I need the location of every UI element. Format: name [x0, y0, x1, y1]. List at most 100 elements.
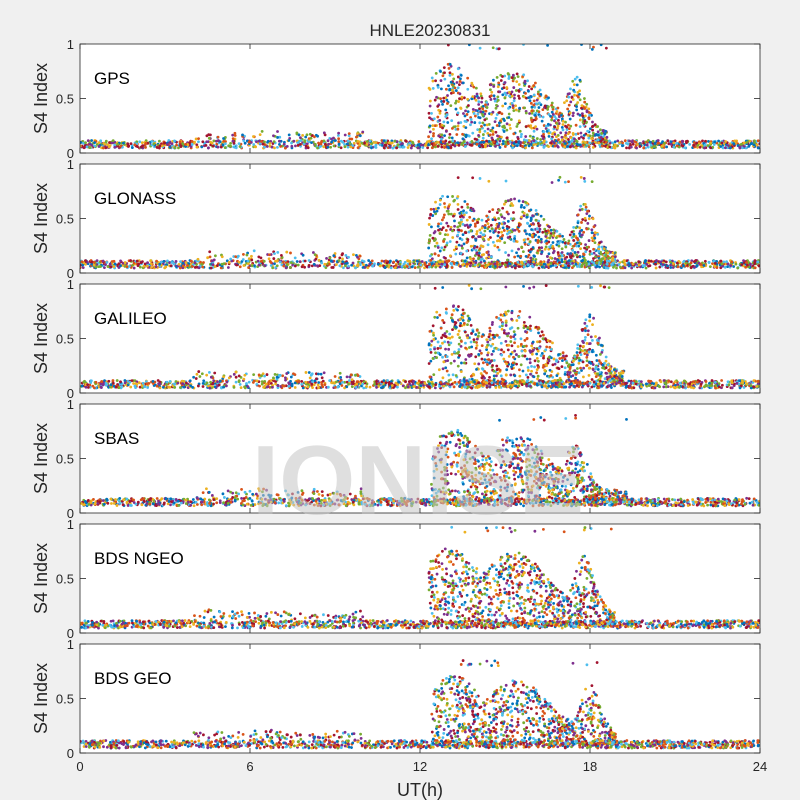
data-point [546, 255, 549, 258]
data-point [577, 137, 581, 140]
data-point [497, 222, 501, 225]
data-point [534, 125, 537, 129]
data-point [326, 139, 330, 143]
data-point [719, 266, 723, 270]
data-point [510, 102, 514, 105]
data-point [488, 265, 492, 268]
data-point [529, 208, 533, 212]
data-point [530, 105, 534, 109]
data-point [434, 79, 437, 83]
data-point [719, 145, 723, 148]
data-point [320, 376, 324, 380]
data-point [276, 145, 279, 149]
data-point [146, 264, 149, 268]
data-point [477, 254, 481, 257]
data-point [277, 139, 281, 143]
data-point [449, 145, 453, 149]
data-point [459, 77, 462, 81]
data-point [158, 146, 161, 150]
data-point [269, 139, 273, 143]
data-point [570, 139, 574, 142]
data-point [558, 115, 561, 119]
data-point [428, 262, 431, 266]
data-point [419, 263, 423, 267]
data-point [345, 261, 349, 265]
data-point [455, 261, 459, 265]
data-point [276, 130, 279, 133]
data-point [608, 145, 612, 149]
data-point [216, 135, 220, 139]
data-point [717, 382, 721, 386]
data-point [645, 143, 649, 147]
data-point [549, 234, 553, 238]
data-point [572, 232, 576, 236]
data-point [168, 145, 172, 149]
data-point [479, 110, 483, 114]
data-point [284, 378, 287, 382]
data-point [437, 134, 441, 138]
data-point [558, 261, 561, 264]
data-point [394, 381, 398, 385]
data-point [158, 262, 162, 266]
data-point [405, 265, 409, 268]
data-point [309, 136, 313, 140]
data-point [513, 96, 516, 100]
data-point [412, 260, 416, 264]
data-point [656, 141, 660, 145]
data-point [493, 120, 497, 124]
data-point [748, 139, 752, 143]
data-point [446, 44, 450, 47]
data-point [590, 228, 594, 232]
data-point [491, 218, 495, 222]
data-point [511, 204, 515, 207]
data-point [588, 249, 592, 253]
data-point [451, 72, 454, 76]
panel-label: GLONASS [94, 189, 176, 208]
data-point [301, 386, 305, 390]
data-point [371, 264, 374, 268]
data-point [223, 142, 227, 146]
data-point [188, 265, 191, 269]
data-point [446, 62, 450, 66]
data-point [532, 142, 536, 146]
data-point [164, 265, 168, 269]
data-point [184, 261, 188, 264]
data-point [338, 264, 342, 268]
data-point [129, 385, 133, 389]
data-point [401, 145, 405, 149]
data-point [526, 79, 529, 83]
panel-label: GPS [94, 69, 130, 88]
data-point [522, 44, 525, 46]
data-point [513, 197, 516, 201]
data-point [592, 261, 596, 265]
data-point [536, 222, 540, 225]
data-point [160, 260, 163, 264]
chart-title: HNLE20230831 [370, 21, 491, 40]
data-point [233, 131, 237, 135]
data-point [546, 44, 549, 47]
data-point [457, 144, 461, 147]
data-point [430, 146, 434, 150]
data-point [451, 195, 454, 198]
data-point [445, 263, 449, 267]
data-point [325, 256, 328, 260]
data-point [580, 135, 583, 139]
data-point [394, 266, 397, 270]
data-point [712, 143, 716, 146]
data-point [438, 232, 442, 235]
data-point [551, 231, 555, 235]
data-point [547, 96, 550, 100]
data-point [322, 145, 326, 149]
data-point [744, 265, 747, 269]
data-point [334, 139, 337, 142]
data-point [502, 117, 505, 121]
data-point [434, 72, 438, 75]
data-point [288, 266, 292, 269]
data-point [551, 132, 554, 136]
data-point [503, 126, 507, 130]
data-point [453, 219, 456, 223]
data-point [439, 97, 442, 101]
data-point [431, 214, 435, 217]
data-point [588, 141, 592, 145]
